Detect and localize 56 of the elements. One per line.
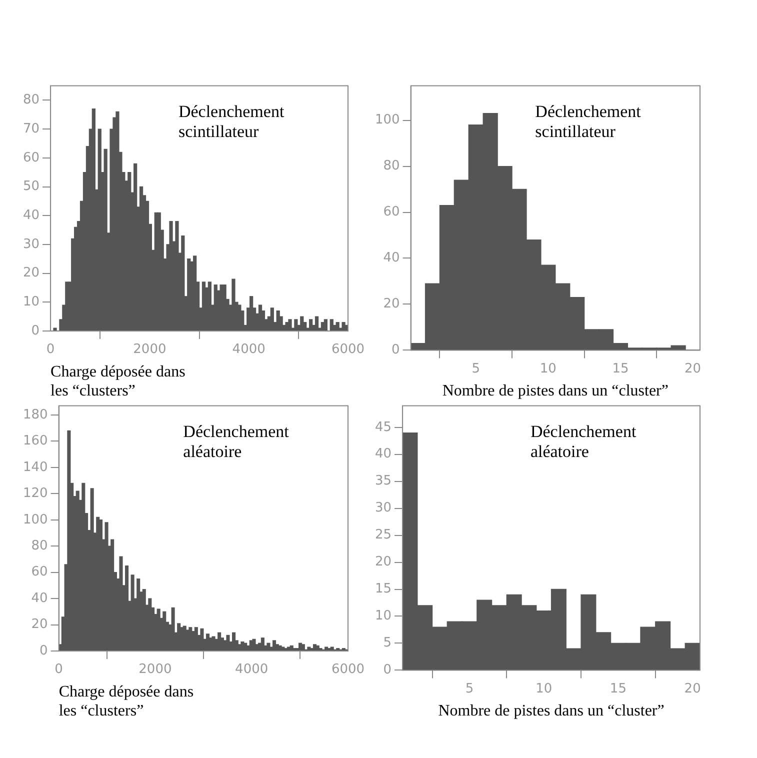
annotation: Déclenchement scintillateur bbox=[535, 102, 642, 141]
y-tick-label: 20 bbox=[22, 266, 40, 281]
y-tick-label: 10 bbox=[22, 294, 40, 310]
y-tick-label: 10 bbox=[374, 608, 392, 624]
y-tick-label: 80 bbox=[31, 538, 48, 554]
y-tick-label: 35 bbox=[374, 474, 392, 489]
x-axis-title: Charge déposée dans les “clusters” bbox=[58, 683, 194, 720]
y-tick-label: 120 bbox=[22, 486, 48, 502]
x-tick-label: 6000 bbox=[331, 342, 365, 358]
y-tick-label: 80 bbox=[22, 92, 40, 108]
x-axis-title: Nombre de pistes dans un “cluster” bbox=[442, 382, 668, 400]
x-tick-label: 5 bbox=[472, 361, 480, 376]
y-tick-label: 100 bbox=[374, 112, 400, 128]
y-tick-label: 5 bbox=[383, 636, 392, 651]
y-tick-label: 70 bbox=[22, 121, 40, 136]
y-tick-label: 0 bbox=[31, 323, 40, 338]
annotation: Déclenchement aléatoire bbox=[183, 422, 290, 461]
y-tick-label: 40 bbox=[22, 208, 40, 223]
y-tick-label: 60 bbox=[31, 564, 48, 580]
y-tick-label: 30 bbox=[374, 500, 392, 516]
y-tick-label: 50 bbox=[22, 179, 40, 194]
x-tick-label: 4000 bbox=[235, 662, 268, 678]
y-tick-label: 40 bbox=[383, 250, 400, 266]
annotation: Déclenchement aléatoire bbox=[530, 422, 636, 461]
x-tick-label: 15 bbox=[612, 361, 629, 376]
y-tick-label: 140 bbox=[22, 460, 48, 475]
x-tick-label: 15 bbox=[610, 681, 626, 696]
y-tick-label: 20 bbox=[31, 617, 48, 632]
y-tick-label: 60 bbox=[383, 204, 400, 220]
y-tick-label: 100 bbox=[22, 512, 48, 528]
x-axis-title: Nombre de pistes dans un “cluster” bbox=[438, 702, 664, 720]
x-tick-label: 2000 bbox=[133, 342, 166, 358]
y-tick-label: 45 bbox=[374, 420, 392, 435]
y-tick-label: 40 bbox=[31, 590, 48, 606]
x-tick-label: 4000 bbox=[232, 342, 266, 358]
y-tick-label: 25 bbox=[374, 528, 392, 543]
y-tick-label: 180 bbox=[22, 407, 48, 422]
y-tick-label: 40 bbox=[374, 446, 392, 462]
x-tick-label: 6000 bbox=[331, 662, 365, 678]
x-tick-label: 10 bbox=[540, 361, 556, 376]
y-tick-label: 60 bbox=[22, 150, 40, 166]
y-tick-label: 80 bbox=[383, 158, 400, 174]
annotation: Déclenchement scintillateur bbox=[178, 102, 284, 141]
y-tick-label: 20 bbox=[383, 296, 400, 312]
x-tick-label: 10 bbox=[536, 681, 552, 696]
x-tick-label: 5 bbox=[465, 681, 474, 696]
y-tick-label: 30 bbox=[22, 236, 40, 252]
x-tick-label: 20 bbox=[684, 681, 701, 696]
x-tick-label: 20 bbox=[684, 361, 702, 376]
y-tick-label: 160 bbox=[22, 434, 48, 449]
y-tick-label: 0 bbox=[40, 643, 48, 658]
x-axis-title: Charge déposée dans les “clusters” bbox=[50, 363, 186, 400]
y-tick-label: 15 bbox=[374, 582, 392, 597]
x-tick-label: 0 bbox=[54, 662, 63, 678]
y-tick-label: 20 bbox=[374, 554, 392, 570]
x-tick-label: 2000 bbox=[138, 662, 172, 678]
